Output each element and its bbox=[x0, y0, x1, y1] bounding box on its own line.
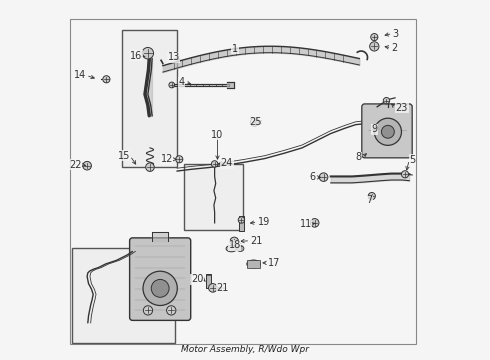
Circle shape bbox=[176, 156, 183, 163]
Circle shape bbox=[310, 219, 319, 227]
Text: 3: 3 bbox=[392, 28, 399, 39]
Bar bbox=[206, 274, 211, 288]
Circle shape bbox=[238, 217, 245, 223]
Text: 21: 21 bbox=[250, 236, 263, 246]
Text: 18: 18 bbox=[228, 240, 241, 250]
Bar bbox=[239, 216, 245, 231]
Text: 15: 15 bbox=[118, 151, 130, 161]
Ellipse shape bbox=[226, 246, 237, 252]
Ellipse shape bbox=[247, 260, 260, 268]
Text: 11: 11 bbox=[299, 219, 312, 229]
Circle shape bbox=[401, 171, 409, 178]
Text: 24: 24 bbox=[220, 158, 233, 168]
Text: 14: 14 bbox=[74, 70, 86, 80]
Circle shape bbox=[368, 193, 375, 200]
Circle shape bbox=[144, 306, 152, 315]
Text: 12: 12 bbox=[160, 154, 173, 164]
Circle shape bbox=[369, 42, 379, 51]
Text: 22: 22 bbox=[69, 159, 81, 170]
Circle shape bbox=[371, 33, 378, 41]
Text: 8: 8 bbox=[356, 153, 362, 162]
Circle shape bbox=[374, 118, 401, 145]
Text: 16: 16 bbox=[130, 51, 143, 61]
Text: 21: 21 bbox=[217, 283, 229, 293]
Circle shape bbox=[381, 125, 394, 138]
Bar bbox=[184, 164, 243, 230]
Text: 6: 6 bbox=[309, 172, 316, 183]
Text: 13: 13 bbox=[168, 53, 180, 63]
Circle shape bbox=[169, 82, 174, 88]
Circle shape bbox=[230, 237, 239, 246]
Circle shape bbox=[146, 163, 154, 171]
Text: 4: 4 bbox=[179, 77, 185, 87]
Circle shape bbox=[83, 161, 92, 170]
Circle shape bbox=[167, 306, 176, 315]
FancyBboxPatch shape bbox=[362, 104, 412, 158]
Text: 10: 10 bbox=[211, 130, 223, 140]
Ellipse shape bbox=[237, 246, 244, 251]
Text: 20: 20 bbox=[191, 274, 203, 284]
Text: 17: 17 bbox=[268, 258, 281, 268]
Text: 23: 23 bbox=[396, 103, 408, 113]
Text: 25: 25 bbox=[249, 117, 262, 127]
Circle shape bbox=[250, 118, 259, 126]
Text: 7: 7 bbox=[366, 195, 372, 205]
Circle shape bbox=[211, 161, 218, 167]
Circle shape bbox=[151, 279, 169, 297]
Circle shape bbox=[319, 173, 328, 181]
Text: Motor Assembly, R/Wdo Wpr: Motor Assembly, R/Wdo Wpr bbox=[181, 345, 309, 354]
Text: 9: 9 bbox=[371, 124, 377, 134]
Circle shape bbox=[209, 284, 217, 292]
Bar bbox=[122, 30, 177, 167]
Bar bbox=[72, 248, 175, 342]
Circle shape bbox=[103, 76, 110, 83]
Circle shape bbox=[383, 98, 390, 104]
Text: 19: 19 bbox=[258, 217, 270, 227]
Text: 1: 1 bbox=[232, 44, 238, 54]
FancyBboxPatch shape bbox=[130, 238, 191, 320]
Text: 2: 2 bbox=[392, 43, 398, 53]
Circle shape bbox=[142, 48, 153, 59]
Text: 5: 5 bbox=[409, 155, 416, 165]
Bar bbox=[247, 260, 260, 268]
Circle shape bbox=[143, 271, 177, 306]
